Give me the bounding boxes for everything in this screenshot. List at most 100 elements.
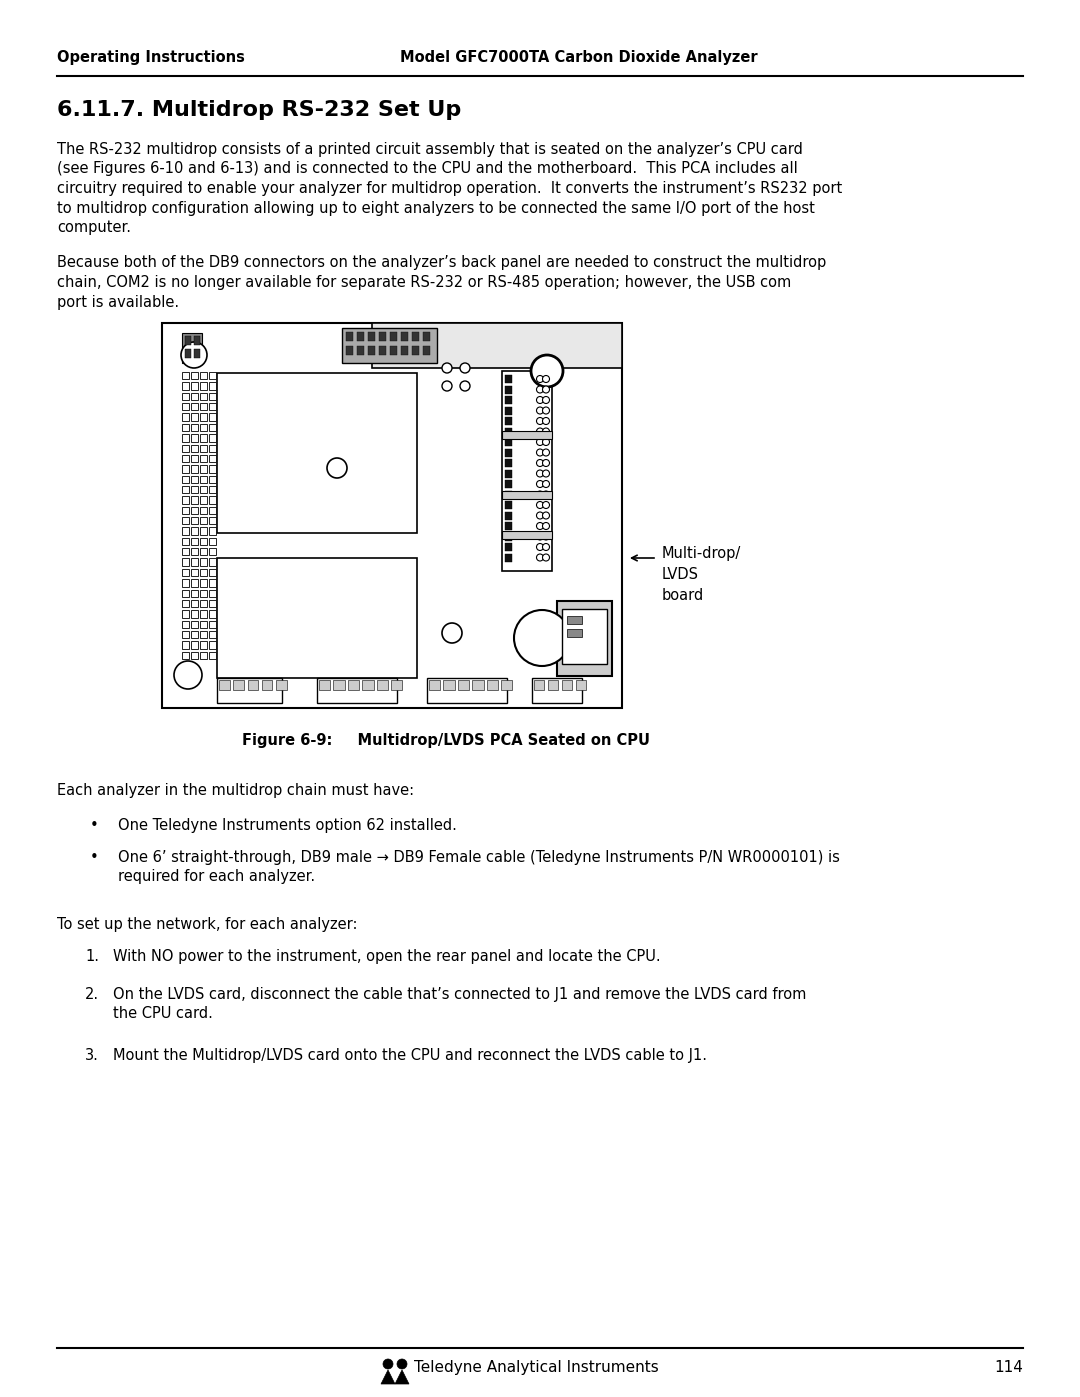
Bar bbox=[505, 553, 512, 562]
Bar bbox=[505, 511, 512, 520]
Bar bbox=[379, 332, 386, 341]
Bar bbox=[429, 680, 441, 690]
Text: To set up the network, for each analyzer:: To set up the network, for each analyzer… bbox=[57, 916, 357, 932]
Bar bbox=[505, 386, 512, 394]
Bar bbox=[210, 651, 216, 659]
Bar bbox=[210, 414, 216, 420]
Bar bbox=[576, 680, 585, 690]
Bar bbox=[185, 337, 191, 345]
Bar bbox=[191, 423, 198, 432]
Bar bbox=[183, 393, 189, 400]
Bar bbox=[183, 527, 189, 535]
Bar bbox=[411, 332, 419, 341]
Bar bbox=[548, 680, 557, 690]
Bar bbox=[200, 641, 207, 648]
Bar bbox=[200, 475, 207, 483]
Text: port is available.: port is available. bbox=[57, 295, 179, 310]
Bar bbox=[423, 346, 430, 355]
Bar bbox=[191, 393, 198, 400]
Bar bbox=[562, 680, 571, 690]
Circle shape bbox=[442, 363, 453, 373]
Bar bbox=[200, 393, 207, 400]
Circle shape bbox=[542, 534, 550, 541]
Circle shape bbox=[537, 481, 543, 488]
Bar bbox=[391, 680, 403, 690]
Bar bbox=[200, 423, 207, 432]
Bar bbox=[200, 527, 207, 535]
Bar bbox=[191, 507, 198, 514]
Bar bbox=[362, 680, 374, 690]
Bar bbox=[191, 610, 198, 617]
Bar bbox=[183, 620, 189, 627]
Text: Multi-drop/
LVDS
board: Multi-drop/ LVDS board bbox=[662, 546, 741, 604]
Circle shape bbox=[537, 555, 543, 562]
Circle shape bbox=[537, 397, 543, 404]
Bar bbox=[318, 678, 397, 703]
Bar bbox=[200, 548, 207, 556]
Bar bbox=[502, 372, 552, 571]
Bar bbox=[183, 641, 189, 648]
Bar bbox=[217, 557, 417, 678]
Text: One 6’ straight-through, DB9 male → DB9 Female cable (Teledyne Instruments P/N W: One 6’ straight-through, DB9 male → DB9 … bbox=[118, 849, 840, 865]
Circle shape bbox=[537, 460, 543, 467]
Bar bbox=[219, 680, 230, 690]
Circle shape bbox=[537, 534, 543, 541]
Bar bbox=[183, 383, 189, 390]
Bar bbox=[191, 434, 198, 441]
Bar bbox=[191, 641, 198, 648]
Bar bbox=[401, 346, 408, 355]
Bar bbox=[444, 680, 455, 690]
Bar bbox=[183, 372, 189, 380]
Circle shape bbox=[327, 458, 347, 478]
Bar bbox=[200, 631, 207, 638]
Text: •: • bbox=[90, 819, 98, 833]
Bar bbox=[191, 475, 198, 483]
Circle shape bbox=[542, 427, 550, 434]
Text: to multidrop configuration allowing up to eight analyzers to be connected the sa: to multidrop configuration allowing up t… bbox=[57, 201, 815, 215]
Bar bbox=[357, 332, 364, 341]
Bar bbox=[423, 332, 430, 341]
Circle shape bbox=[537, 511, 543, 520]
Bar bbox=[191, 496, 198, 504]
Circle shape bbox=[514, 610, 570, 666]
Bar bbox=[210, 475, 216, 483]
Bar bbox=[505, 543, 512, 550]
Bar bbox=[200, 517, 207, 524]
Circle shape bbox=[542, 397, 550, 404]
Circle shape bbox=[537, 386, 543, 393]
Bar bbox=[200, 404, 207, 411]
Circle shape bbox=[181, 342, 207, 367]
Bar bbox=[567, 616, 582, 624]
Bar bbox=[200, 610, 207, 617]
Bar bbox=[191, 651, 198, 659]
Bar bbox=[191, 465, 198, 472]
Bar bbox=[210, 641, 216, 648]
Bar bbox=[210, 538, 216, 545]
Bar bbox=[200, 434, 207, 441]
Bar bbox=[505, 407, 512, 415]
Bar bbox=[200, 620, 207, 627]
Text: 114: 114 bbox=[994, 1361, 1023, 1375]
Bar bbox=[200, 465, 207, 472]
Circle shape bbox=[542, 407, 550, 414]
Text: With NO power to the instrument, open the rear panel and locate the CPU.: With NO power to the instrument, open th… bbox=[113, 949, 661, 964]
Bar bbox=[276, 680, 286, 690]
Circle shape bbox=[537, 418, 543, 425]
Bar bbox=[183, 610, 189, 617]
Bar bbox=[501, 680, 512, 690]
Bar bbox=[505, 460, 512, 467]
Bar bbox=[210, 507, 216, 514]
Bar bbox=[183, 507, 189, 514]
Text: Mount the Multidrop/LVDS card onto the CPU and reconnect the LVDS cable to J1.: Mount the Multidrop/LVDS card onto the C… bbox=[113, 1048, 707, 1063]
Circle shape bbox=[442, 381, 453, 391]
Bar bbox=[505, 502, 512, 509]
Text: (see Figures 6-10 and 6-13) and is connected to the CPU and the motherboard.  Th: (see Figures 6-10 and 6-13) and is conne… bbox=[57, 162, 798, 176]
Bar bbox=[200, 383, 207, 390]
Circle shape bbox=[542, 386, 550, 393]
Bar bbox=[183, 486, 189, 493]
Circle shape bbox=[537, 543, 543, 550]
Bar bbox=[210, 590, 216, 597]
Bar bbox=[505, 374, 512, 383]
Bar bbox=[210, 372, 216, 380]
Bar bbox=[191, 414, 198, 420]
